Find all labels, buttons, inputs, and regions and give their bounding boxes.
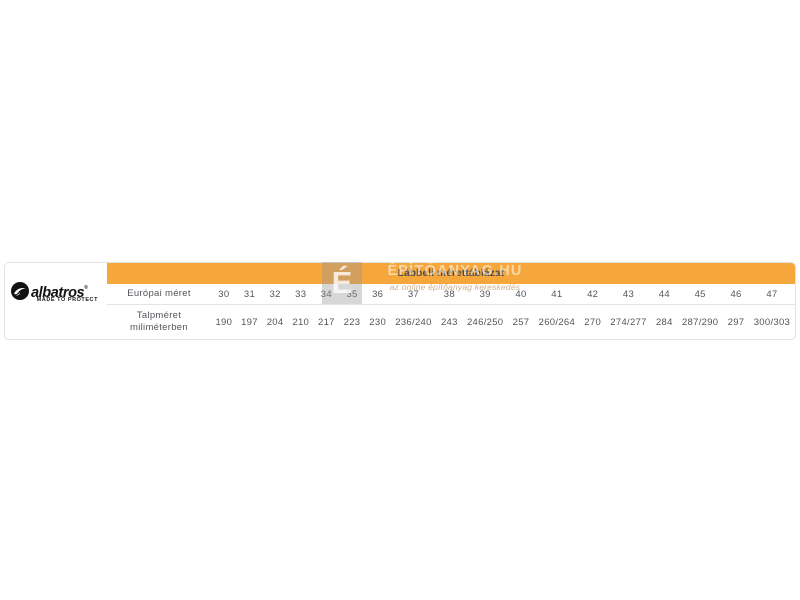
size-cell: 37 (390, 284, 437, 305)
sole-mm-cell: 300/303 (753, 316, 791, 328)
row-label: Európai méret (107, 284, 211, 305)
size-cell: 43 (605, 284, 652, 305)
size-cell: 33 (287, 284, 314, 305)
brand-wordmark: albatros® (31, 279, 88, 302)
table-row: Európai méret 30 31 32 33 34 35 36 37 38 39 40 41 42 4… (107, 284, 795, 305)
sole-mm-cell: 270 (584, 316, 602, 328)
size-cell: 45 (677, 284, 724, 305)
sole-mm-cell: 223 (343, 316, 361, 328)
sole-mm-cell: 274/277 (610, 316, 647, 328)
size-cell: 31 (236, 284, 263, 305)
sole-mm-cell: 217 (318, 316, 335, 328)
brand-name: albatros (31, 285, 85, 301)
size-cell: 35 (339, 284, 365, 305)
size-chart-panel: albatros® MADE TO PROTECT Lábbeli mérett… (4, 262, 796, 340)
sole-mm-cell: 243 (440, 316, 458, 328)
watermark-slogan-text: az online építőanyag kereskedés (389, 282, 521, 292)
brand-tagline: MADE TO PROTECT (36, 297, 98, 303)
size-cell: 42 (579, 284, 606, 305)
sole-mm-cell: 197 (241, 316, 258, 328)
table-header-bar: Lábbeli mérettáblázat (107, 263, 795, 284)
sole-mm-cell: 230 (369, 316, 387, 328)
sole-mm-cell: 284 (655, 316, 673, 328)
epitoanyag-logo-icon: É (331, 265, 353, 300)
sole-mm-cell: 246/250 (466, 316, 504, 328)
watermark-logo-box: É (322, 262, 362, 304)
sole-mm-cell: 190 (215, 316, 233, 328)
table-title: Lábbeli mérettáblázat (397, 268, 505, 279)
table-content: Lábbeli mérettáblázat Európai méret 30 31 3… (107, 263, 795, 340)
size-cell: 39 (462, 284, 509, 305)
size-cell: 34 (313, 284, 340, 305)
sole-mm-cell: 257 (512, 316, 530, 328)
sole-mm-cell: 236/240 (395, 316, 432, 328)
brand-block: albatros® MADE TO PROTECT (5, 263, 107, 339)
albatros-bird-icon (11, 281, 29, 300)
sole-mm-cell: 260/264 (538, 316, 576, 328)
size-cell: 44 (651, 284, 678, 305)
sole-mm-cell: 204 (266, 316, 284, 328)
size-cell: 41 (533, 284, 580, 305)
table-row: Talpméret miliméterben 190 197 204 210 217 223 2… (107, 305, 795, 340)
size-cell: 40 (508, 284, 534, 305)
sole-mm-cell: 287/290 (681, 316, 719, 328)
sole-mm-cell: 297 (727, 316, 745, 328)
row-label: Talpméret miliméterben (130, 310, 188, 333)
brand-logo-row: albatros® (11, 279, 88, 302)
watermark-site-text: ÉPÍTŐANYAG.HU (387, 263, 523, 279)
size-table: Európai méret 30 31 32 33 34 35 36 37 38 39 40 41 42 4… (107, 284, 795, 340)
size-cell: 36 (364, 284, 391, 305)
sole-mm-cell: 210 (292, 316, 310, 328)
size-cell: 46 (723, 284, 749, 305)
size-cell: 47 (748, 284, 795, 305)
registered-mark: ® (84, 285, 88, 291)
size-cell: 38 (436, 284, 463, 305)
size-cell: 32 (262, 284, 288, 305)
size-cell: 30 (211, 284, 237, 305)
